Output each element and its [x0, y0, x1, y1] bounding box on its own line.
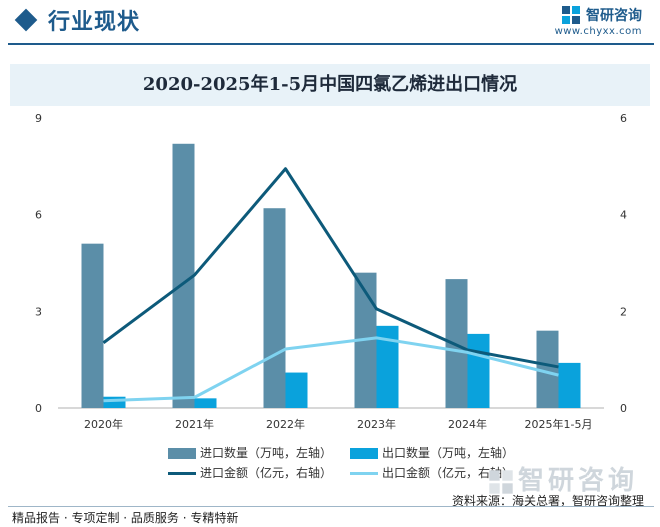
brand: 智研咨询 www.chyxx.com [555, 4, 642, 37]
legend-swatch-export-qty [350, 448, 378, 459]
watermark-logo-icon [489, 469, 513, 494]
section-title: 行业现状 [48, 10, 141, 35]
bar-export-qty [467, 333, 490, 408]
brand-name: 智研咨询 [586, 7, 642, 24]
legend-item-import-qty: 进口数量（万吨，左轴） [168, 445, 332, 461]
chart-title-band: 2020-2025年1-5月中国四氯乙烯进出口情况 [10, 64, 650, 106]
y-left-tick-label: 0 [35, 402, 42, 415]
legend-item-export-qty: 出口数量（万吨，左轴） [350, 445, 514, 461]
bar-import-qty [536, 330, 559, 408]
y-left-tick-label: 6 [35, 209, 42, 222]
x-tick-label: 2022年 [266, 417, 305, 431]
y-right-tick-label: 2 [620, 305, 627, 318]
footer-divider [8, 506, 654, 507]
watermark: 智研咨询 [488, 460, 638, 497]
y-right-tick-label: 0 [620, 402, 627, 415]
legend-item-export-amt: 出口金额（亿元，右轴） [350, 465, 514, 481]
y-left-tick-label: 3 [35, 305, 42, 318]
bar-export-qty [558, 362, 581, 408]
bar-import-qty [172, 143, 195, 408]
legend-label-export-qty: 出口数量（万吨，左轴） [382, 446, 515, 460]
bar-export-qty [194, 398, 217, 408]
legend-swatch-import-qty [168, 448, 196, 459]
legend-label-import-qty: 进口数量（万吨，左轴） [200, 446, 333, 460]
legend-item-import-amt: 进口金额（亿元，右轴） [168, 465, 332, 481]
bar-export-qty [376, 325, 399, 408]
legend-swatch-export-amt [350, 472, 378, 475]
x-tick-label: 2023年 [357, 417, 396, 431]
bar-import-qty [81, 243, 104, 408]
legend-label-export-amt: 出口金额（亿元，右轴） [382, 466, 515, 480]
header-divider [8, 43, 654, 45]
legend-swatch-import-amt [168, 472, 196, 475]
y-left-tick-label: 9 [35, 112, 42, 125]
line-export-amt [103, 336, 559, 403]
source-note: 资料来源：海关总署，智研咨询整理 [451, 494, 644, 508]
chart: 0 3 6 9 0 2 4 6 2020年 2021年 2022年 2023年 2024年 2025年1-… [35, 112, 627, 431]
chart-title: 2020-2025年1-5月中国四氯乙烯进出口情况 [142, 74, 518, 95]
x-tick-label: 2021年 [175, 417, 214, 431]
brand-url: www.chyxx.com [554, 25, 642, 37]
bar-export-qty [285, 372, 308, 408]
x-tick-label: 2020年 [84, 417, 123, 431]
header: 行业现状 智研咨询 www.chyxx.com [0, 0, 660, 48]
watermark-text: 智研咨询 [517, 466, 638, 496]
footer-tagline: 精品报告 · 专项定制 · 品质服务 · 专精特新 [12, 511, 239, 525]
legend-label-import-amt: 进口金额（亿元，右轴） [200, 466, 333, 480]
brand-logo-icon [561, 5, 580, 24]
line-import-amt [102, 167, 559, 369]
y-right-tick-label: 4 [620, 209, 627, 222]
y-right-tick-label: 6 [620, 112, 627, 125]
bar-import-qty [263, 208, 286, 408]
diamond-icon [14, 8, 38, 32]
x-tick-label: 2024年 [448, 417, 487, 431]
bar-export-qty [103, 396, 126, 408]
x-tick-label: 2025年1-5月 [525, 417, 593, 431]
